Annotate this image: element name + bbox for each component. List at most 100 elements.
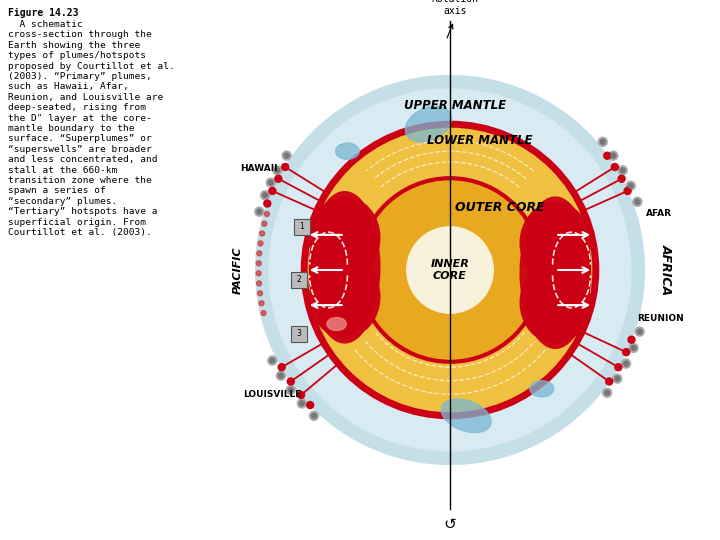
Circle shape [637,329,642,334]
FancyBboxPatch shape [294,219,310,235]
Ellipse shape [310,197,380,278]
Circle shape [606,378,613,385]
Ellipse shape [327,318,346,330]
Circle shape [275,176,282,182]
Circle shape [603,388,611,397]
Circle shape [623,349,630,356]
Circle shape [407,227,493,313]
Text: AFAR: AFAR [646,210,672,219]
Circle shape [310,411,318,420]
Circle shape [278,364,285,370]
Circle shape [262,221,267,226]
Text: 1: 1 [299,222,304,231]
Ellipse shape [336,143,359,159]
Circle shape [613,374,622,383]
Text: REUNION: REUNION [637,314,684,323]
Circle shape [279,373,284,378]
Circle shape [275,168,280,173]
Circle shape [629,343,638,353]
Circle shape [257,209,262,214]
Circle shape [284,153,289,158]
Circle shape [261,191,269,200]
Circle shape [273,166,282,175]
Text: UPPER MANTLE: UPPER MANTLE [404,99,506,112]
Circle shape [255,207,264,216]
Ellipse shape [520,197,590,348]
Text: LOWER MANTLE: LOWER MANTLE [427,134,533,147]
FancyBboxPatch shape [291,272,307,288]
Circle shape [288,388,293,393]
Ellipse shape [405,106,451,142]
Ellipse shape [310,256,380,338]
Text: INNER
CORE: INNER CORE [431,259,469,281]
Ellipse shape [530,381,554,397]
Text: AFRICA: AFRICA [660,245,673,295]
FancyBboxPatch shape [291,326,307,342]
Circle shape [259,301,264,306]
Circle shape [615,376,620,381]
Circle shape [257,251,262,256]
Circle shape [635,327,644,336]
Text: LOUISVILLE: LOUISVILLE [243,390,302,399]
Circle shape [258,291,263,296]
Circle shape [624,361,629,366]
Circle shape [297,399,306,408]
Text: A schematic
cross-section through the
Earth showing the three
types of plumes/ho: A schematic cross-section through the Ea… [8,20,175,237]
Circle shape [611,164,618,171]
Circle shape [266,178,275,187]
Circle shape [276,371,285,380]
Circle shape [629,183,633,188]
Circle shape [263,193,268,198]
Circle shape [626,181,635,190]
Circle shape [600,139,606,144]
Ellipse shape [520,202,590,284]
Circle shape [264,200,271,207]
Polygon shape [534,254,590,286]
Circle shape [611,153,616,158]
Circle shape [300,401,305,406]
Circle shape [282,151,291,160]
Ellipse shape [441,399,491,433]
Circle shape [618,166,627,175]
Text: PACIFIC: PACIFIC [233,246,243,294]
Circle shape [615,364,622,370]
Circle shape [287,386,295,395]
Circle shape [605,390,610,395]
Circle shape [312,413,317,418]
Circle shape [269,89,631,451]
Text: 3: 3 [297,329,301,338]
Circle shape [269,180,274,185]
Circle shape [287,378,294,385]
Ellipse shape [520,262,590,343]
Circle shape [628,336,635,343]
Circle shape [260,231,265,236]
Circle shape [635,199,640,204]
Circle shape [282,164,289,171]
Circle shape [624,187,631,194]
Circle shape [620,168,625,173]
Circle shape [270,358,275,363]
Circle shape [359,178,541,362]
Text: Figure 14.23: Figure 14.23 [8,8,78,18]
Ellipse shape [310,192,380,343]
Circle shape [268,356,276,365]
Circle shape [304,124,596,416]
Circle shape [261,310,266,315]
Circle shape [621,359,631,368]
Text: ↺: ↺ [444,517,456,532]
Text: OUTER CORE: OUTER CORE [455,201,545,214]
Circle shape [297,392,305,399]
Ellipse shape [334,329,350,340]
Circle shape [269,187,276,194]
Circle shape [604,152,611,159]
Text: HAWAII: HAWAII [240,164,278,173]
Circle shape [598,137,607,146]
Circle shape [258,241,263,246]
Text: Rotation
axis: Rotation axis [431,0,479,16]
Circle shape [609,151,618,160]
Circle shape [631,346,636,350]
Circle shape [633,197,642,206]
Polygon shape [310,254,366,286]
Circle shape [307,402,314,409]
Text: 2: 2 [297,275,301,284]
